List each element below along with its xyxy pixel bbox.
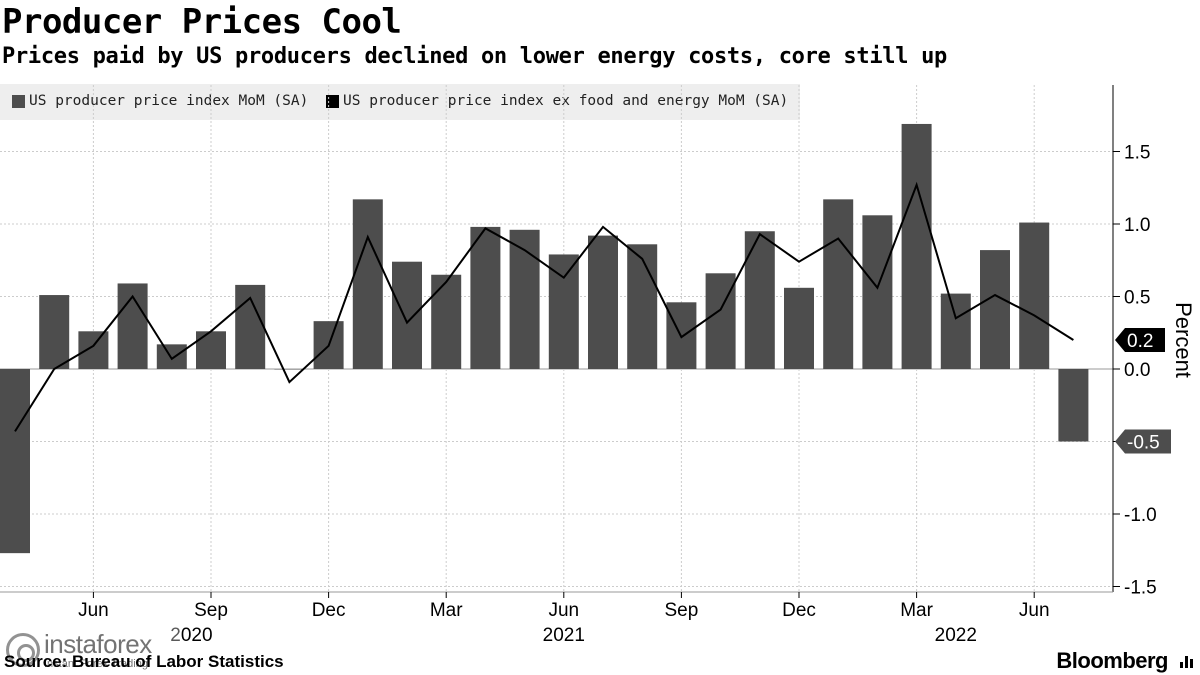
watermark: instaforex Instant Forex Trading (0, 626, 180, 674)
bar (78, 331, 109, 369)
y-axis-title: Percent (1171, 302, 1196, 378)
y-tick-label: -1.0 (1124, 505, 1157, 526)
bar (627, 244, 658, 369)
bar (588, 235, 618, 369)
bar (431, 274, 462, 369)
y-tick-label: -1.5 (1124, 578, 1157, 599)
y-tick-label: 1.0 (1124, 215, 1150, 236)
legend-swatch-bar (12, 94, 25, 108)
callout-core-ppi-label: 0.2 (1127, 331, 1153, 352)
watermark-name: instaforex (44, 628, 152, 659)
y-tick-label: 0.5 (1124, 288, 1150, 309)
watermark-tagline: Instant Forex Trading (44, 657, 148, 670)
bloomberg-logo: Bloomberg (1056, 648, 1168, 673)
bar (509, 229, 540, 369)
bar (1058, 369, 1089, 442)
bar (470, 226, 501, 369)
x-year-label: 2020 (170, 625, 212, 646)
x-tick-label: Mar (430, 600, 463, 621)
bar (940, 293, 971, 369)
callout-ppi-badge (1115, 429, 1171, 454)
callout-core-ppi-badge (1115, 328, 1165, 352)
x-tick-label: Sep (194, 600, 228, 621)
chart-title: Producer Prices Cool (2, 2, 402, 42)
chart-subtitle: Prices paid by US producers declined on … (2, 44, 947, 69)
bar (39, 295, 70, 369)
x-tick-label: Sep (664, 600, 698, 621)
legend-item-core-ppi: US producer price index ex food and ener… (326, 93, 788, 109)
bar (156, 344, 187, 369)
legend-item-ppi: US producer price index MoM (SA) (12, 93, 308, 109)
x-tick-label: Dec (312, 600, 346, 621)
bar (1019, 222, 1050, 369)
instaforex-logo-icon (6, 633, 40, 667)
bar (744, 231, 775, 369)
bar (274, 369, 305, 370)
x-tick-label: Dec (782, 600, 816, 621)
bar (196, 331, 226, 369)
bar (862, 215, 893, 369)
bar (548, 254, 579, 369)
legend: US producer price index MoM (SA) US prod… (0, 84, 800, 120)
legend-swatch-line (326, 94, 339, 108)
bar (784, 287, 814, 369)
x-tick-label: Mar (900, 600, 933, 621)
x-year-label: 2021 (543, 625, 585, 646)
bloomberg-chart-icon (1180, 656, 1193, 668)
x-year-label: 2022 (935, 625, 977, 646)
legend-label-ppi: US producer price index MoM (SA) (29, 93, 309, 109)
core-ppi-line (14, 181, 1074, 432)
bar (352, 199, 383, 369)
y-tick-label: 1.5 (1124, 143, 1150, 164)
bar (980, 250, 1010, 369)
bar (0, 369, 30, 554)
source-note: Source: Bureau of Labor Statistics (4, 652, 284, 671)
legend-label-core-ppi: US producer price index ex food and ener… (343, 93, 789, 109)
x-tick-label: Jun (548, 600, 579, 621)
callout-ppi-label: -0.5 (1127, 433, 1160, 454)
y-tick-label: 0.0 (1124, 360, 1150, 381)
bar (392, 261, 422, 369)
x-tick-label: Jun (78, 600, 109, 621)
bar (823, 199, 854, 369)
x-tick-label: Jun (1019, 600, 1050, 621)
bar (901, 123, 932, 369)
